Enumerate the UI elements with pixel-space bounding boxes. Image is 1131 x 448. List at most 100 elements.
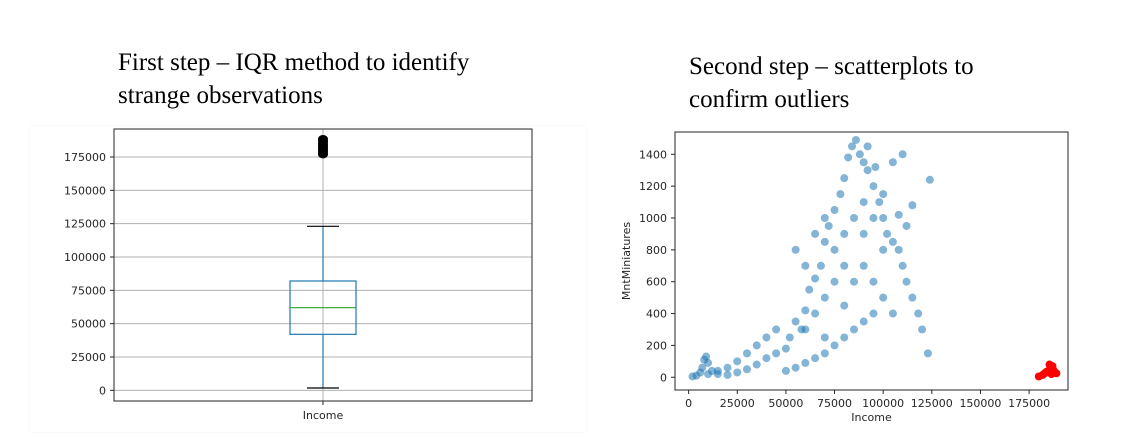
scatter-point [879,293,888,302]
x-tick-label: 75000 [817,397,852,410]
scatter-point [820,349,829,358]
scatter-point [805,285,814,294]
scatter-point [859,198,868,207]
scatter-point [923,349,932,358]
scatter-point [848,142,857,151]
scatter-point [723,370,732,379]
scatter-point [820,214,829,222]
scatter-point [836,190,845,199]
scatter-point [888,309,897,318]
scatter-point [762,333,771,342]
scatter-point [752,341,761,350]
y-axis-label: MntMiniatures [620,222,633,300]
boxplot-panel [30,126,586,432]
scatter-point [879,190,888,199]
scatter-point [855,150,864,159]
scatter-point [888,237,897,246]
scatter-point [811,274,820,283]
y-tick-label: 400 [646,308,667,321]
scatter-point [844,153,853,162]
scatter-point [733,368,742,377]
scatter-point [869,214,878,222]
left-caption-line2: strange observations [118,82,323,109]
y-tick-label: 50000 [71,318,106,331]
right-caption-line2: confirm outliers [689,86,850,113]
scatter-point [698,363,707,372]
x-tick-label: 50000 [768,397,803,410]
outlier-point [318,135,328,143]
outlier-point [1047,370,1056,379]
scatter-point [811,309,820,318]
scatter-point [894,245,903,254]
scatter-point [879,245,888,254]
scatter-point [723,363,732,372]
scatter-point [801,261,810,270]
y-tick-label: 175000 [64,151,106,164]
scatter-point [894,210,903,219]
scatter-point [869,277,878,286]
scatter-point [801,325,810,334]
scatter-point [811,229,820,238]
scatter-point [875,198,884,207]
scatter-point [902,277,911,286]
scatter-point [902,221,911,230]
x-tick-label: 25000 [720,397,755,410]
scatter-point [791,363,800,372]
scatter-point [863,166,872,175]
left-caption: First step – IQR method to identify stran… [118,46,538,112]
scatter-point [785,333,794,342]
scatter-point [704,370,713,379]
scatter-point [733,357,742,366]
scatter-point [888,158,897,167]
scatter-point [849,325,858,334]
y-tick-label: 800 [646,244,667,257]
scatter-point [840,261,849,270]
scatter-point [791,317,800,326]
scatter-point [801,358,810,367]
scatter-point [840,174,849,183]
y-tick-label: 1200 [639,180,667,193]
scatter-point [820,293,829,302]
scatter-point [859,229,868,238]
x-axis-label: Income [851,411,892,424]
y-tick-label: 25000 [71,351,106,364]
scatter-point [824,221,833,230]
scatter-point [781,344,790,353]
scatter-point [772,349,781,358]
scatter-point [859,158,868,167]
scatter-point [908,201,917,210]
scatter-point [702,352,711,361]
scatter-point [840,229,849,238]
scatter-point [859,317,868,326]
y-tick-label: 125000 [64,218,106,231]
x-tick-label: Income [303,409,344,422]
y-tick-label: 1400 [639,148,667,161]
x-tick-label: 150000 [959,397,1001,410]
y-tick-label: 0 [660,371,667,384]
scatter-point [840,333,849,342]
x-tick-label: 0 [685,397,692,410]
scatter-point [830,277,839,286]
y-tick-label: 75000 [71,284,106,297]
x-tick-label: 175000 [1008,397,1050,410]
scatter-point [849,277,858,286]
scatter-point [742,365,751,374]
scatter-point [704,358,713,367]
scatter-point [830,341,839,350]
scatter-point [801,306,810,315]
scatter-point [925,175,934,184]
scatter-point [811,354,820,363]
scatter-point [851,135,860,144]
y-tick-label: 200 [646,339,667,352]
scatter-point [918,325,927,334]
left-caption-line1: First step – IQR method to identify [118,49,470,76]
scatter-point [830,206,839,215]
scatter-point [781,366,790,375]
scatter-point [883,229,892,238]
right-caption-line1: Second step – scatterplots to [689,53,974,80]
y-tick-label: 100000 [64,251,106,264]
scatter-point [830,245,839,254]
scatter-point [772,325,781,334]
scatter-point [762,354,771,363]
